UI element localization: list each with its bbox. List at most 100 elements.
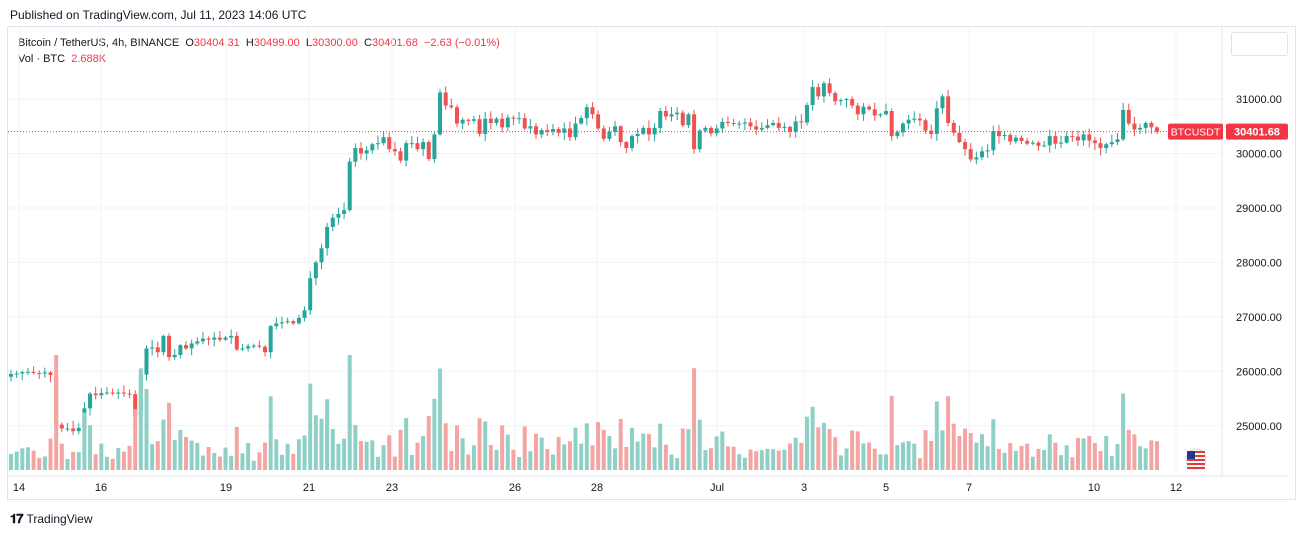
candle-body — [596, 114, 601, 129]
candle-body — [889, 111, 894, 137]
volume-bar — [1098, 451, 1103, 470]
candle-body — [353, 148, 358, 162]
volume-bar — [76, 452, 81, 470]
volume-bar — [88, 425, 93, 470]
volume-bar — [1075, 437, 1080, 470]
candle-body — [821, 83, 826, 97]
volume-bar — [1002, 452, 1007, 470]
candle-body — [754, 126, 759, 130]
candle-body — [449, 105, 454, 108]
volume-bar — [646, 434, 651, 470]
volume-bar — [534, 433, 539, 470]
candle-body — [1104, 144, 1109, 149]
volume-bar — [895, 445, 900, 470]
volume-bar — [804, 416, 809, 470]
volume-bar — [268, 396, 273, 470]
candle-body — [1149, 123, 1154, 128]
volume-bar — [375, 456, 380, 470]
volume-bar — [477, 418, 482, 470]
candle-body — [438, 92, 443, 135]
volume-bar — [1092, 442, 1097, 470]
candle-body — [257, 345, 262, 347]
volume-bar — [347, 355, 352, 470]
volume-bar — [104, 456, 109, 470]
candle-body — [635, 133, 640, 137]
volume-bar — [296, 439, 301, 470]
candle-body — [505, 117, 510, 128]
y-tick-label: 28000.00 — [1236, 257, 1282, 269]
volume-bar — [466, 454, 471, 470]
y-tick-label: 29000.00 — [1236, 203, 1282, 215]
volume-bar — [754, 451, 759, 470]
candle-body — [477, 119, 482, 134]
candle-body — [99, 393, 104, 396]
candle-body — [308, 278, 313, 311]
volume-bar — [438, 368, 443, 470]
candle-body — [765, 125, 770, 128]
volume-bar — [133, 409, 138, 470]
candle-body — [1075, 136, 1080, 141]
volume-bar — [765, 448, 770, 470]
candle-body — [1109, 142, 1114, 145]
chart-frame[interactable] — [7, 26, 1296, 500]
candle-body — [951, 123, 956, 133]
volume-bar — [579, 443, 584, 470]
symbol-tag-label: BTCUSDT — [1171, 127, 1221, 139]
legend-volume-label[interactable]: Vol · BTC — [18, 53, 66, 65]
candle-body — [534, 126, 539, 135]
candle-body — [618, 126, 623, 143]
candle-body — [234, 335, 239, 350]
candle-body — [246, 346, 251, 349]
candle-body — [409, 143, 414, 145]
volume-bar — [217, 456, 222, 470]
candle-body — [850, 99, 855, 106]
chart-legend: Bitcoin / TetherUS, 4h, BINANCE O30404.3… — [18, 35, 500, 67]
scale-menu-button[interactable] — [1231, 32, 1288, 56]
volume-bar — [974, 442, 979, 470]
volume-bar — [635, 441, 640, 470]
candle-body — [1008, 134, 1013, 142]
candle-body — [319, 248, 324, 263]
volume-bar — [562, 444, 567, 470]
candle-body — [816, 87, 821, 97]
candle-body — [590, 107, 595, 115]
candle-body — [709, 127, 714, 134]
volume-bar — [584, 423, 589, 470]
volume-bar — [127, 445, 132, 470]
candle-body — [844, 99, 849, 101]
candle-body — [116, 392, 121, 394]
volume-bar — [1104, 436, 1109, 470]
candle-body — [804, 105, 809, 123]
volume-bar — [144, 388, 149, 470]
volume-bar — [838, 455, 843, 470]
candle-body — [900, 123, 905, 133]
volume-bar — [590, 445, 595, 470]
volume-bar — [782, 449, 787, 470]
candle-body — [291, 321, 296, 324]
legend-high-value: 30499.00 — [253, 37, 300, 49]
volume-bar — [110, 458, 115, 470]
volume-bar — [99, 443, 104, 470]
candle-body — [48, 372, 53, 376]
volume-bar — [20, 448, 25, 470]
volume-bar — [1036, 448, 1041, 470]
volume-bar — [545, 448, 550, 470]
volume-bar — [951, 423, 956, 470]
candle-body — [330, 217, 335, 228]
volume-bar — [573, 427, 578, 470]
volume-bar — [189, 440, 194, 470]
legend-symbol[interactable]: Bitcoin / TetherUS, 4h, BINANCE — [18, 37, 180, 49]
candle-body — [263, 346, 268, 353]
candle-body — [1155, 127, 1159, 132]
candle-body — [878, 114, 883, 116]
volume-bar — [703, 450, 708, 470]
candle-body — [1036, 142, 1041, 146]
candle-body — [483, 118, 488, 134]
candle-body — [1002, 134, 1007, 137]
x-tick-label: 5 — [883, 482, 889, 494]
candle-body — [1138, 127, 1143, 130]
volume-bar — [14, 451, 19, 470]
volume-bar — [872, 448, 877, 470]
candle-body — [607, 131, 612, 139]
